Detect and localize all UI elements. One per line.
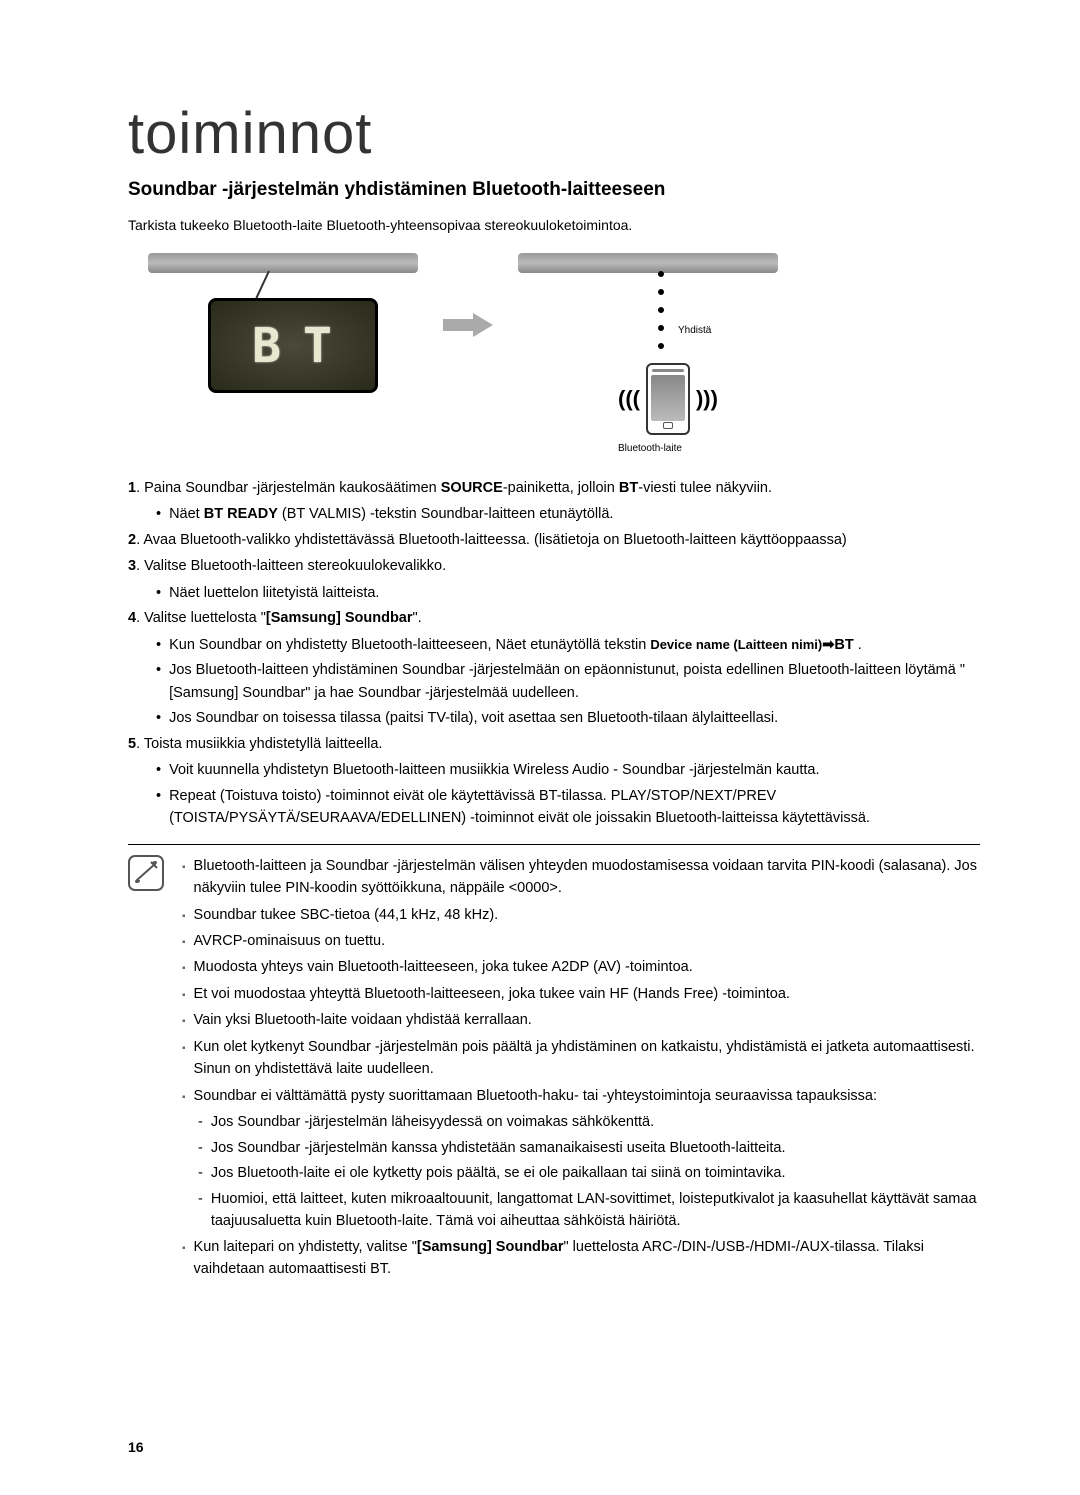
- bt-device-label: Bluetooth-laite: [618, 443, 682, 454]
- note-8-d1: Jos Soundbar -järjestelmän läheisyydessä…: [182, 1111, 980, 1133]
- section-subtitle: Soundbar -järjestelmän yhdistäminen Blue…: [128, 179, 980, 201]
- note-3: AVRCP-ominaisuus on tuettu.: [182, 930, 980, 952]
- step-4-sub2: Jos Bluetooth-laitteen yhdistäminen Soun…: [128, 659, 980, 704]
- note-8-d4: Huomioi, että laitteet, kuten mikroaalto…: [182, 1188, 980, 1233]
- step-4-sub3: Jos Soundbar on toisessa tilassa (paitsi…: [128, 707, 980, 729]
- steps-list: 1. Paina Soundbar -järjestelmän kaukosää…: [128, 477, 980, 830]
- note-8-d3: Jos Bluetooth-laite ei ole kytketty pois…: [182, 1162, 980, 1184]
- note-6: Vain yksi Bluetooth-laite voidaan yhdist…: [182, 1009, 980, 1031]
- soundbar-bar: [518, 253, 778, 273]
- page-number: 16: [128, 1439, 144, 1455]
- phone-illustration: ((( ))): [618, 363, 718, 435]
- step-4: 4. Valitse luettelosta "[Samsung] Soundb…: [128, 607, 980, 629]
- note-2: Soundbar tukee SBC-tietoa (44,1 kHz, 48 …: [182, 904, 980, 926]
- step-5-sub2: Repeat (Toistuva toisto) -toiminnot eivä…: [128, 785, 980, 830]
- step-2: 2. Avaa Bluetooth-valikko yhdistettäväss…: [128, 529, 980, 551]
- note-8-d2: Jos Soundbar -järjestelmän kanssa yhdist…: [182, 1137, 980, 1159]
- note-list: Bluetooth-laitteen ja Soundbar -järjeste…: [182, 855, 980, 1285]
- note-7: Kun olet kytkenyt Soundbar -järjestelmän…: [182, 1036, 980, 1081]
- connection-dots: [658, 271, 664, 349]
- wave-right-icon: ))): [696, 386, 718, 412]
- connect-label: Yhdistä: [678, 325, 711, 336]
- arrow-icon: [438, 253, 498, 337]
- callout-line: [255, 271, 269, 299]
- soundbar-bar: [148, 253, 418, 273]
- wave-left-icon: (((: [618, 386, 640, 412]
- step-5: 5. Toista musiikkia yhdistetyllä laittee…: [128, 733, 980, 755]
- section-title: toiminnot: [128, 100, 980, 167]
- note-4: Muodosta yhteys vain Bluetooth-laitteese…: [182, 956, 980, 978]
- note-5: Et voi muodostaa yhteyttä Bluetooth-lait…: [182, 983, 980, 1005]
- phone-icon: [646, 363, 690, 435]
- note-icon: [128, 855, 164, 891]
- bt-display: BT: [208, 298, 378, 393]
- intro-text: Tarkista tukeeko Bluetooth-laite Bluetoo…: [128, 217, 980, 233]
- note-8: Soundbar ei välttämättä pysty suorittama…: [182, 1085, 980, 1107]
- step-4-sub1: Kun Soundbar on yhdistetty Bluetooth-lai…: [128, 634, 980, 656]
- soundbar-left-illustration: BT: [148, 253, 418, 393]
- soundbar-right-illustration: Yhdistä ((( ))) Bluetooth-laite: [518, 253, 818, 453]
- note-box: Bluetooth-laitteen ja Soundbar -järjeste…: [128, 844, 980, 1285]
- note-1: Bluetooth-laitteen ja Soundbar -järjeste…: [182, 855, 980, 900]
- step-3: 3. Valitse Bluetooth-laitteen stereokuul…: [128, 555, 980, 577]
- step-5-sub1: Voit kuunnella yhdistetyn Bluetooth-lait…: [128, 759, 980, 781]
- diagram: BT Yhdistä ((( ))) Bluetooth-laite: [128, 253, 980, 453]
- step-1-sub: Näet BT READY (BT VALMIS) -tekstin Sound…: [128, 503, 980, 525]
- step-3-sub: Näet luettelon liitetyistä laitteista.: [128, 582, 980, 604]
- note-9: Kun laitepari on yhdistetty, valitse "[S…: [182, 1236, 980, 1281]
- step-1: 1. Paina Soundbar -järjestelmän kaukosää…: [128, 477, 980, 499]
